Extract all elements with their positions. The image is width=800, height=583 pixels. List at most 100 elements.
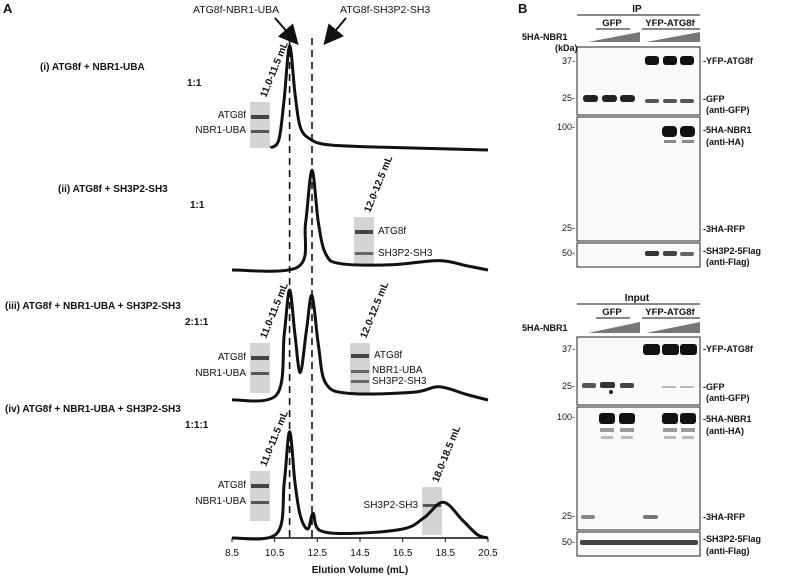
- arrow-label-right: ATG8f-SH3P2-SH3: [340, 4, 430, 16]
- input-label-5ha-nbr1: -5HA-NBR1: [703, 414, 752, 424]
- input-label-anti-gfp: (anti-GFP): [706, 393, 750, 403]
- input-marker-25a: 25-: [562, 381, 575, 391]
- panel-a-label: A: [3, 1, 13, 16]
- input-marker-25b: 25-: [562, 511, 575, 521]
- x-tick-label-5: 18.5: [436, 548, 456, 559]
- ip-gradient-yfp: [646, 32, 700, 42]
- ip-label-5ha-nbr1: -5HA-NBR1: [703, 125, 752, 135]
- input-label-yfp-atg8f: -YFP-ATG8f: [703, 344, 754, 354]
- ip-label-anti-gfp: (anti-GFP): [706, 105, 750, 115]
- input-blot-gfp: [576, 336, 701, 406]
- gel-i-band-atg8f: ATG8f: [218, 110, 246, 121]
- ip-title: IP: [632, 4, 642, 15]
- arrow-left: [274, 17, 299, 46]
- input-marker-100: 100-: [557, 412, 575, 422]
- gel-inset-ii: ATG8f SH3P2-SH3 12.0-12.5 mL: [354, 154, 433, 265]
- input-row-label: 5HA-NBR1: [522, 323, 568, 333]
- x-tick-label-0: 8.5: [225, 548, 239, 559]
- input-group-yfp: YFP-ATG8f: [645, 307, 695, 318]
- panel-b-label: B: [518, 1, 527, 16]
- x-axis-title: Elution Volume (mL): [312, 565, 408, 576]
- input-gradient-gfp: [588, 322, 640, 333]
- trace-2: [231, 168, 489, 273]
- condition-i-label: (i) ATG8f + NBR1-UBA 1:1: [40, 62, 202, 89]
- condition-i-title: (i) ATG8f + NBR1-UBA: [40, 62, 145, 73]
- ip-label-3ha-rfp: -3HA-RFP: [703, 224, 745, 234]
- gel-ii-band-sh3: SH3P2-SH3: [378, 248, 433, 259]
- ip-bands: [583, 56, 695, 256]
- input-label-sh3p2-flag: -SH3P2-5Flag: [703, 534, 761, 544]
- gel-iii-left-band-atg8f: ATG8f: [218, 352, 246, 363]
- gel-inset-i: ATG8f NBR1-UBA 11.0-11.5 mL: [195, 40, 291, 148]
- x-tick-label-3: 14.5: [350, 548, 370, 559]
- condition-ii-title: (ii) ATG8f + SH3P2-SH3: [58, 184, 168, 195]
- input-markers: 37- 25- 100- 25- 50-: [557, 344, 575, 547]
- chromatogram-traces: [231, 44, 489, 541]
- ip-marker-50: 50-: [562, 248, 575, 258]
- condition-iv-label: (iv) ATG8f + NBR1-UBA + SH3P2-SH3 1:1:1: [5, 404, 209, 431]
- ip-marker-25a: 25-: [562, 93, 575, 103]
- input-group-gfp: GFP: [602, 307, 622, 318]
- ip-row-label: 5HA-NBR1: [522, 32, 568, 42]
- gel-inset-iii-left: ATG8f NBR1-UBA 11.0-11.5 mL: [195, 281, 291, 393]
- x-tick-label-4: 16.5: [393, 548, 413, 559]
- input-blot-ha: [576, 406, 701, 531]
- trace-3: [231, 288, 489, 403]
- gel-iv-left-band-nbr1: NBR1-UBA: [195, 496, 246, 507]
- input-marker-50: 50-: [562, 537, 575, 547]
- ip-marker-37: 37-: [562, 56, 575, 66]
- input-band-labels: -YFP-ATG8f -GFP (anti-GFP) -5HA-NBR1 (an…: [703, 344, 761, 556]
- gel-inset-iii-right: ATG8f NBR1-UBA SH3P2-SH3 12.0-12.5 mL: [350, 280, 427, 393]
- ip-group-gfp: GFP: [602, 18, 622, 29]
- x-tick-label-1: 10.5: [265, 548, 285, 559]
- arrow-label-left: ATG8f-NBR1-UBA: [193, 4, 279, 16]
- ip-marker-100: 100-: [557, 122, 575, 132]
- condition-iii-ratio: 2:1:1: [185, 317, 209, 328]
- ip-label-yfp-atg8f: -YFP-ATG8f: [703, 56, 754, 66]
- input-gradient-yfp: [646, 322, 700, 333]
- input-label-anti-flag: (anti-Flag): [706, 546, 750, 556]
- trace-4: [231, 430, 489, 541]
- ip-markers: 37- 25- 100- 25- 50-: [557, 56, 575, 258]
- gel-inset-iv-left: ATG8f NBR1-UBA 11.0-11.5 mL: [195, 409, 291, 521]
- ip-label-anti-ha: (anti-HA): [706, 137, 744, 147]
- gel-ii-band-atg8f: ATG8f: [378, 226, 406, 237]
- condition-iii-label: (iii) ATG8f + NBR1-UBA + SH3P2-SH3 2:1:1: [5, 301, 209, 328]
- ip-marker-25b: 25-: [562, 223, 575, 233]
- gel-iv-left-band-atg8f: ATG8f: [218, 480, 246, 491]
- input-label-anti-ha: (anti-HA): [706, 426, 744, 436]
- gel-iv-right-band-sh3: SH3P2-SH3: [364, 500, 419, 511]
- ip-gradient-gfp: [588, 32, 640, 42]
- condition-ii-ratio: 1:1: [190, 200, 205, 211]
- input-label-3ha-rfp: -3HA-RFP: [703, 512, 745, 522]
- x-tick-label-6: 20.5: [478, 548, 498, 559]
- input-marker-37: 37-: [562, 344, 575, 354]
- gel-iii-right-fraction: 12.0-12.5 mL: [359, 280, 392, 340]
- ip-blot-flag: [576, 242, 701, 268]
- x-axis: 8.5 10.5 12.5 14.5 16.5 18.5 20.5 Elution Volu…: [225, 537, 498, 576]
- ip-blot-ha: [576, 116, 701, 242]
- gel-i-band-nbr1: NBR1-UBA: [195, 125, 246, 136]
- ip-label-anti-flag: (anti-Flag): [706, 257, 750, 267]
- ip-header: IP GFP YFP-ATG8f 5HA-NBR1 (kDa): [522, 4, 700, 53]
- ip-group-yfp: YFP-ATG8f: [645, 18, 695, 29]
- gel-inset-iv-right: SH3P2-SH3 18.0-18.5 mL: [364, 424, 464, 535]
- ip-blot-gfp: [576, 46, 701, 116]
- gel-iii-right-band-atg8f: ATG8f: [374, 350, 402, 361]
- gel-ii-fraction: 12.0-12.5 mL: [363, 154, 396, 214]
- gel-iii-right-band-nbr1: NBR1-UBA: [372, 365, 423, 376]
- gel-iv-right-fraction: 18.0-18.5 mL: [431, 424, 464, 484]
- arrow-right: [323, 17, 347, 46]
- ip-band-labels: -YFP-ATG8f -GFP (anti-GFP) -5HA-NBR1 (an…: [703, 56, 761, 267]
- condition-iv-title: (iv) ATG8f + NBR1-UBA + SH3P2-SH3: [5, 404, 181, 415]
- gel-iii-left-band-nbr1: NBR1-UBA: [195, 368, 246, 379]
- gel-iii-right-band-sh3: SH3P2-SH3: [372, 376, 427, 387]
- input-bands: [580, 344, 698, 545]
- trace-1: [269, 44, 489, 152]
- condition-ii-label: (ii) ATG8f + SH3P2-SH3 1:1: [58, 184, 205, 211]
- ip-unit: (kDa): [555, 43, 578, 53]
- input-title: Input: [625, 293, 650, 304]
- condition-iii-title: (iii) ATG8f + NBR1-UBA + SH3P2-SH3: [5, 301, 181, 312]
- ip-label-sh3p2-flag: -SH3P2-5Flag: [703, 246, 761, 256]
